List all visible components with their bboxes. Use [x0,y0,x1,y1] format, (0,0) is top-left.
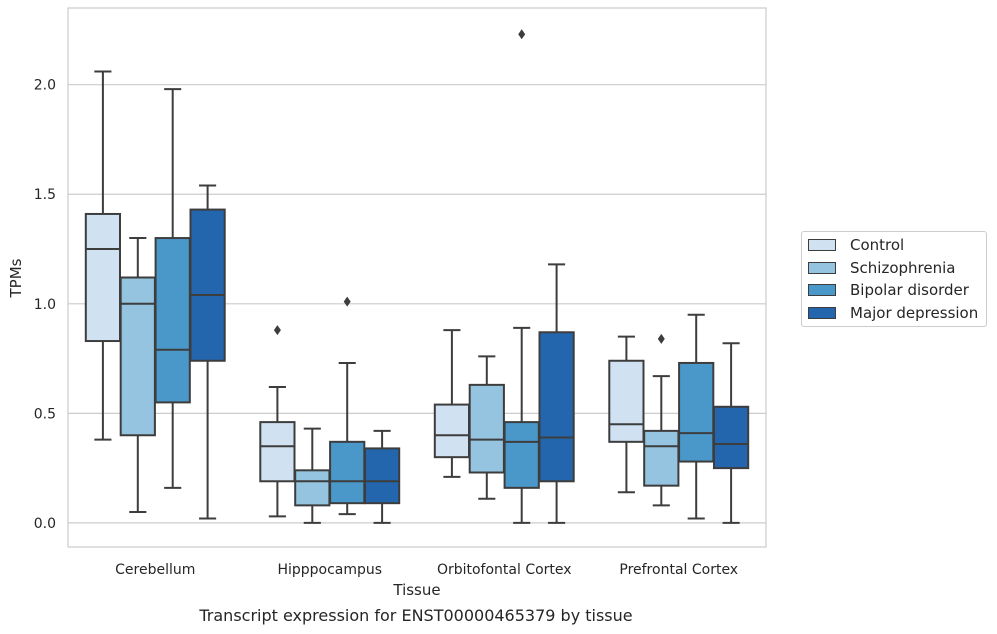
outlier-point [273,325,281,336]
iqr-box [363,447,401,505]
x-tick-labels: Cerebellum Hipppocampus Orbitofontal Corte… [115,562,738,578]
iqr-box [433,403,471,459]
iqr-box [712,405,750,470]
series-schizophrenia [119,237,680,524]
legend-item: Control [808,235,904,255]
box-plot [468,355,505,500]
legend-swatch [808,239,836,251]
legend-label: Major depression [850,303,979,322]
box-plot [294,427,331,524]
legend-swatch [808,306,836,319]
legend-item: Bipolar disorder [808,280,969,300]
iqr-box [294,469,331,507]
legend-label: Schizophrenia [850,258,956,277]
y-axis-title: TPMs [7,258,25,298]
x-tick-label: Cerebellum [115,562,195,578]
box-plot [433,329,471,478]
iqr-box [503,421,540,489]
iqr-box [119,276,156,437]
box-plot [538,263,575,524]
iqr-box [84,212,122,343]
iqr-box [259,421,296,483]
x-tick-label: Orbitofontal Cortex [437,562,572,578]
box-plot [84,70,122,441]
y-tick-label: 2.0 [34,78,56,94]
legend-swatch [808,261,836,274]
box-plot [712,342,750,524]
legend: Control Schizophrenia Bipolar disorder Majo… [801,231,987,327]
legend-swatch [808,284,836,296]
legend-item: Schizophrenia [808,258,955,278]
series-major-depression [189,184,750,524]
series-control [84,70,645,518]
box-plot [259,325,296,518]
y-tick-labels: 0.0 0.5 1.0 1.5 2.0 [34,78,56,532]
y-tick-label: 1.0 [34,297,56,313]
iqr-box [608,359,645,443]
x-tick-label: Hipppocampus [277,562,382,578]
box-plot [189,184,226,520]
box-plot [363,429,401,524]
iqr-box [329,440,366,505]
outlier-point [343,296,351,307]
iqr-box [189,208,226,362]
x-tick-label: Prefrontal Cortex [619,562,738,578]
iqr-box [678,361,715,463]
iqr-box [538,331,575,483]
legend-label: Control [850,236,905,254]
iqr-box [643,429,680,487]
x-axis-title: Tissue [392,581,440,599]
outlier-point [518,29,526,40]
y-tick-label: 0.0 [34,516,56,532]
box-groups [84,29,750,524]
chart-caption: Transcript expression for ENST0000046537… [199,606,633,625]
y-tick-label: 1.5 [34,187,56,203]
iqr-box [468,383,505,474]
legend-item: Major depression [808,303,978,323]
y-tick-label: 0.5 [34,406,56,422]
box-plot [608,335,645,494]
iqr-box [154,237,191,404]
legend-label: Bipolar disorder [850,281,969,299]
outlier-point [657,333,665,344]
